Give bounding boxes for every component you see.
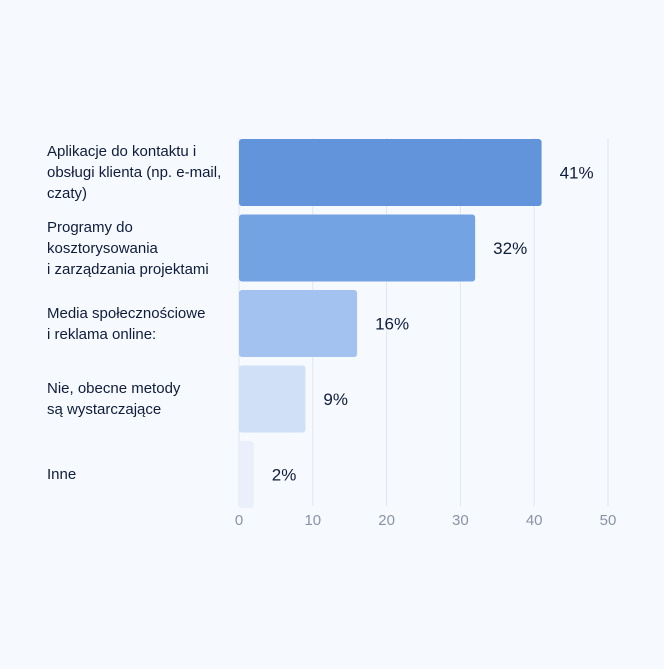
x-tick-label-20: 20	[378, 512, 395, 529]
value-label-0: 41%	[560, 164, 594, 183]
category-label-3: Nie, obecne metody są wystarczające	[47, 380, 181, 418]
value-label-1: 32%	[493, 239, 527, 258]
value-label-2: 16%	[375, 315, 409, 334]
x-tick-label-10: 10	[304, 512, 321, 529]
x-tick-label-40: 40	[526, 512, 543, 529]
bar-2	[239, 290, 358, 357]
category-label-1: Programy do kosztorysowania i zarządzani…	[47, 218, 209, 278]
bar-4	[239, 441, 254, 508]
category-label-4: Inne	[47, 466, 77, 483]
bar-1	[239, 214, 476, 282]
value-label-3: 9%	[323, 390, 348, 409]
x-tick-label-50: 50	[600, 512, 617, 529]
category-label-2: Media społecznościowe i reklama online:	[47, 304, 206, 343]
bar-3	[239, 365, 306, 433]
x-tick-label-30: 30	[452, 512, 469, 529]
category-label-0: Aplikacje do kontaktu i obsługi klienta …	[47, 143, 222, 202]
value-label-4: 2%	[272, 466, 297, 485]
bar-0	[239, 139, 542, 206]
x-tick-label-0: 0	[235, 512, 243, 529]
